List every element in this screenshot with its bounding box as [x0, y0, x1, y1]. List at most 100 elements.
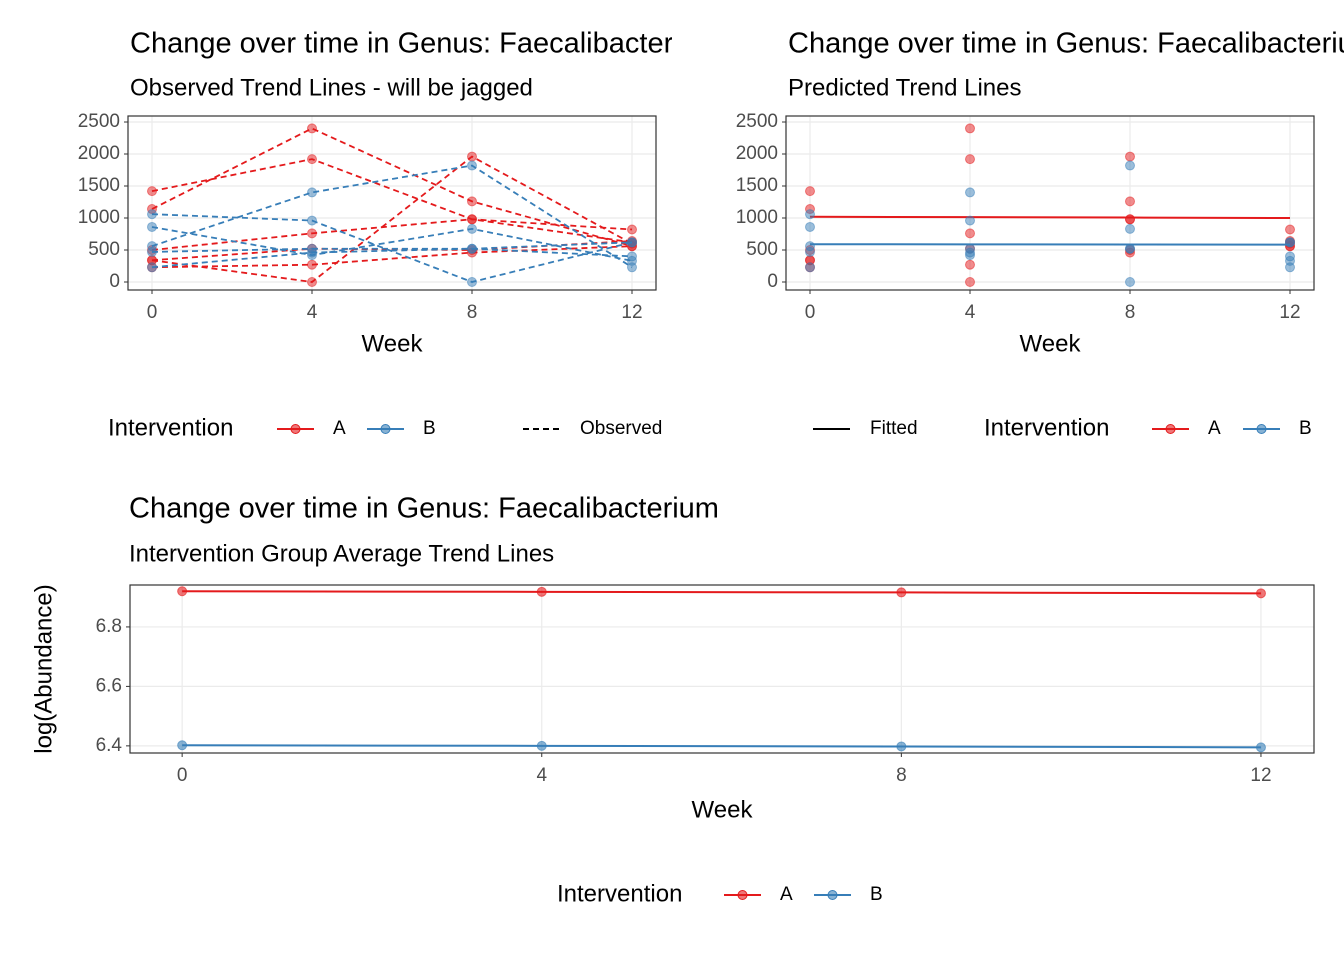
x-tick-label: 0	[177, 765, 188, 786]
point	[467, 277, 477, 288]
x-tick-label: 12	[1279, 302, 1300, 323]
y-tick-label: 2500	[736, 111, 778, 132]
legend-key-point	[380, 424, 391, 434]
point	[467, 223, 477, 234]
y-tick-label: 2500	[78, 111, 120, 132]
point	[805, 186, 815, 197]
point	[965, 215, 975, 226]
y-tick-label: 6.8	[96, 616, 122, 637]
point	[1285, 262, 1295, 273]
point	[805, 209, 815, 220]
legend-key-point	[827, 890, 838, 900]
x-axis-label: Week	[362, 330, 424, 357]
y-tick-label: 2000	[78, 143, 120, 164]
series-line	[182, 590, 1261, 595]
panel-observed: Change over time in Genus: Faecalibacter…	[78, 28, 720, 442]
point	[965, 187, 975, 198]
x-tick-label: 12	[1250, 765, 1271, 786]
chart-subtitle: Intervention Group Average Trend Lines	[129, 540, 554, 567]
y-tick-label: 0	[109, 271, 120, 292]
point	[1125, 223, 1135, 234]
point	[536, 740, 547, 751]
point	[467, 214, 477, 225]
point	[965, 259, 975, 270]
legend-label: A	[333, 418, 346, 439]
point	[467, 151, 477, 162]
y-tick-label: 1000	[78, 207, 120, 228]
x-tick-label: 0	[805, 302, 816, 323]
legend-key-point	[290, 424, 301, 434]
point	[467, 160, 477, 171]
point	[805, 262, 815, 273]
point	[467, 196, 477, 207]
y-tick-label: 500	[746, 239, 778, 260]
subject-line	[151, 245, 633, 269]
y-tick-label: 2000	[736, 143, 778, 164]
legend-title: Intervention	[108, 414, 233, 441]
subject-line	[151, 226, 633, 262]
point	[307, 187, 317, 198]
plot-area	[128, 116, 656, 290]
point	[1125, 243, 1135, 254]
subject-line	[151, 155, 633, 283]
point	[627, 262, 637, 273]
y-axis-label: log(Abundance)	[30, 584, 57, 753]
x-tick-label: 8	[896, 765, 907, 786]
legend-key-point	[1165, 424, 1176, 434]
legend-label: A	[1208, 418, 1221, 439]
x-axis-label: Week	[1020, 330, 1082, 357]
x-tick-label: 4	[965, 302, 976, 323]
y-tick-label: 1500	[736, 175, 778, 196]
y-tick-label: 500	[88, 239, 120, 260]
point	[307, 154, 317, 165]
point	[965, 277, 975, 288]
x-axis-label: Week	[692, 796, 754, 823]
point	[1125, 277, 1135, 288]
point	[1125, 214, 1135, 225]
panel-predicted: Change over time in Genus: Faecalibacter…	[736, 28, 1344, 442]
point	[1255, 742, 1266, 753]
panel-average: Change over time in Genus: Faecalibacter…	[30, 493, 1315, 907]
point	[805, 221, 815, 232]
point	[1125, 160, 1135, 171]
legend-label: B	[423, 418, 436, 439]
point	[896, 741, 907, 752]
y-tick-label: 6.6	[96, 675, 122, 696]
y-tick-label: 1500	[78, 175, 120, 196]
legend-key-point	[737, 890, 748, 900]
plot-border	[129, 584, 1315, 754]
point	[1125, 196, 1135, 207]
x-tick-label: 8	[1125, 302, 1136, 323]
plot-area	[130, 585, 1314, 753]
point	[536, 586, 547, 597]
legend-label: B	[1299, 418, 1312, 439]
legend-key-point	[1256, 424, 1267, 434]
point	[896, 587, 907, 598]
point	[147, 246, 157, 257]
chart-title: Change over time in Genus: Faecalibacter…	[130, 28, 720, 60]
point	[627, 251, 637, 262]
x-tick-label: 4	[536, 765, 547, 786]
point	[147, 221, 157, 232]
point	[307, 259, 317, 270]
legend-label: B	[870, 884, 883, 905]
y-tick-label: 0	[767, 271, 778, 292]
fitted-line	[809, 215, 1291, 220]
point	[307, 277, 317, 288]
point	[965, 154, 975, 165]
point	[965, 247, 975, 258]
point	[965, 228, 975, 239]
point	[467, 243, 477, 254]
point	[1125, 151, 1135, 162]
legend-label: Fitted	[870, 418, 918, 439]
point	[307, 123, 317, 134]
x-tick-label: 4	[307, 302, 318, 323]
series-line	[182, 744, 1261, 749]
x-tick-label: 12	[621, 302, 642, 323]
point	[307, 247, 317, 258]
y-tick-label: 1000	[736, 207, 778, 228]
y-tick-label: 6.4	[96, 735, 123, 756]
point	[627, 237, 637, 248]
subject-line	[151, 241, 633, 269]
